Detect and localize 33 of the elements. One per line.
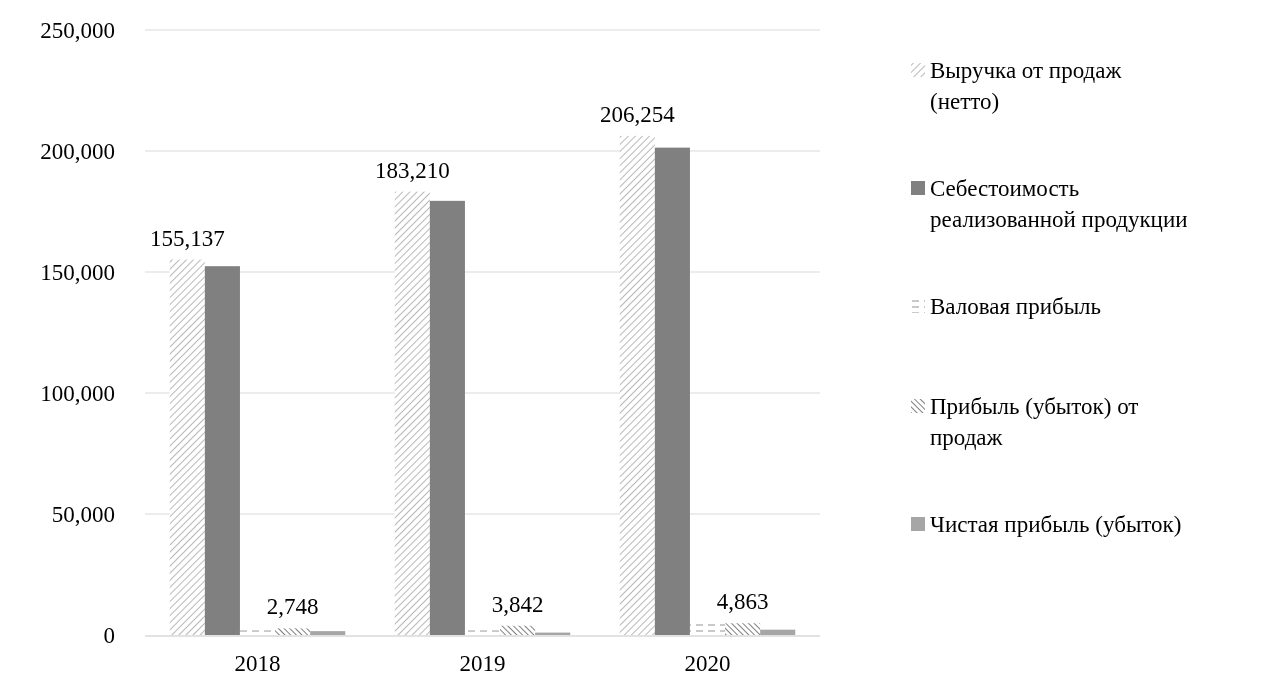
legend-label: Прибыль (убыток) от продаж [930, 394, 1139, 451]
data-label: 183,210 [374, 157, 450, 183]
y-tick-label: 0 [103, 623, 115, 649]
legend-label: Валовая прибыль [930, 294, 1102, 320]
y-tick-label: 150,000 [40, 260, 115, 286]
y-tick-label: 100,000 [40, 381, 115, 407]
bar [654, 147, 690, 635]
data-label: 4,863 [716, 589, 769, 615]
bar [760, 629, 796, 635]
y-tick-label: 200,000 [40, 139, 115, 165]
legend-label: Себестоимость реализованной продукции [930, 176, 1188, 233]
data-label: 3,842 [491, 591, 544, 617]
bar [275, 628, 311, 635]
x-tick-label: 2020 [684, 651, 731, 676]
legend-label: Чистая прибыль (убыток) [930, 512, 1182, 538]
bar [204, 266, 240, 635]
bar [310, 631, 346, 635]
bar [429, 200, 465, 635]
bar [394, 191, 430, 635]
bar [619, 135, 655, 635]
data-label: 155,137 [149, 225, 225, 251]
y-tick-label: 50,000 [51, 502, 115, 528]
y-tick-label: 250,000 [40, 18, 115, 44]
bar [464, 630, 501, 635]
bar [689, 623, 726, 635]
bar [169, 259, 205, 635]
bar [725, 623, 761, 635]
data-label: 206,254 [599, 101, 676, 127]
data-label: 2,748 [266, 594, 319, 620]
x-tick-label: 2019 [459, 651, 506, 676]
legend-label: Выручка от продаж (нетто) [930, 58, 1122, 115]
bar [500, 625, 536, 635]
x-tick-label: 2018 [234, 651, 281, 676]
